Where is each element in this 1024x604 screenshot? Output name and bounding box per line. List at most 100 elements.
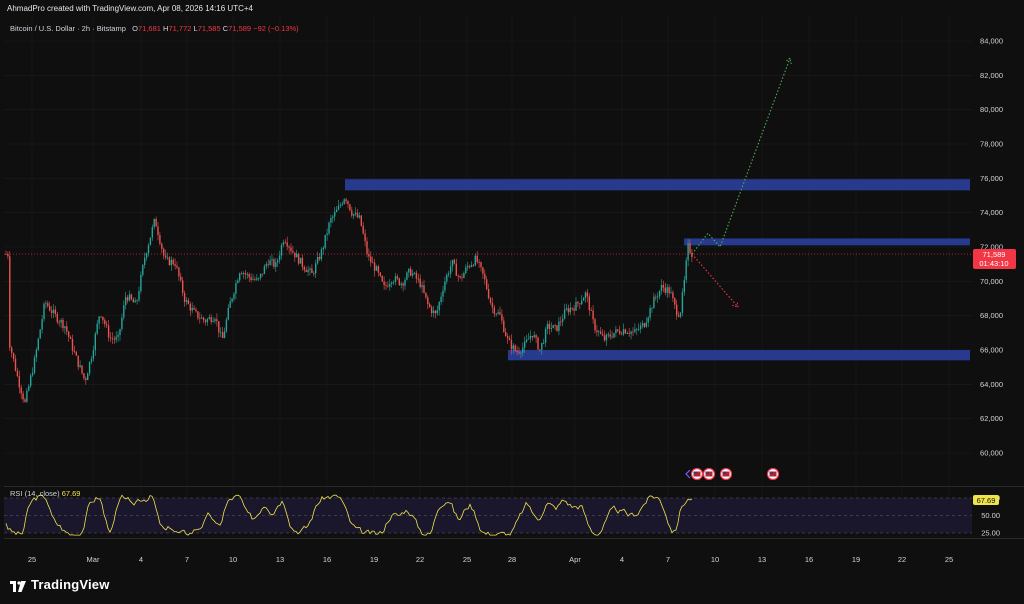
time-tick-label: 7 — [185, 555, 189, 564]
price-tick-label: 68,000 — [980, 311, 1003, 320]
symbol-legend[interactable]: Bitcoin / U.S. Dollar · 2h · Bitstamp O7… — [10, 24, 299, 33]
rsi-label[interactable]: RSI (14, close) — [10, 489, 60, 498]
candle-body — [239, 273, 241, 281]
candle-body — [176, 265, 178, 268]
rsi-tick-label: 50.00 — [981, 511, 1000, 520]
candle-body — [482, 267, 484, 274]
candle-body — [691, 253, 693, 258]
candle-body — [636, 329, 638, 330]
rsi-line — [5, 494, 693, 536]
time-tick-label: 25 — [463, 555, 471, 564]
flag-us-icon[interactable] — [766, 467, 780, 481]
candle-body — [221, 332, 224, 338]
time-axis[interactable]: 25 Mar 4 7 10 13 16 19 22 25 28 Apr 4 7 10 13 16 19 22 25 — [28, 555, 953, 564]
price-tick-label: 66,000 — [980, 346, 1003, 355]
candle-body — [128, 294, 131, 301]
candle-body — [288, 246, 290, 248]
candle-body — [111, 338, 114, 339]
price-axis[interactable]: 84,000 82,000 80,000 78,000 76,000 74,000 72,0… — [980, 37, 1003, 538]
candle-body — [394, 276, 397, 282]
projection-lines — [691, 57, 792, 308]
candle-body — [455, 263, 457, 276]
candle-body — [590, 310, 592, 311]
candle-body — [567, 308, 570, 313]
candle-body — [54, 309, 57, 314]
candle-body — [624, 329, 627, 334]
candle-body — [26, 390, 28, 402]
candle-body — [231, 298, 233, 302]
candle-body — [102, 316, 104, 321]
candle-body — [149, 237, 152, 246]
candle-body — [130, 294, 133, 300]
candle-body — [641, 323, 644, 326]
candle-body — [229, 301, 231, 308]
candle-body — [210, 317, 212, 322]
candle-body — [381, 275, 383, 282]
candle-body — [560, 321, 562, 323]
candle-body — [11, 347, 13, 353]
candle-body — [35, 349, 38, 358]
candle-body — [174, 264, 176, 266]
candle-body — [533, 335, 535, 338]
candle-body — [660, 284, 663, 291]
candle-body — [486, 279, 488, 290]
candle-body — [565, 308, 568, 310]
candle-body — [537, 337, 539, 350]
candle-body — [451, 259, 454, 267]
candle-body — [427, 297, 429, 305]
candle-body — [261, 273, 264, 275]
time-tick-label: 19 — [370, 555, 378, 564]
candle-body — [609, 334, 611, 337]
candle-body — [430, 306, 433, 314]
candle-body — [527, 338, 530, 340]
candle-body — [544, 329, 547, 343]
candle-body — [581, 300, 583, 305]
candle-body — [98, 316, 100, 324]
candle-body — [531, 335, 533, 338]
time-tick-label: 22 — [898, 555, 906, 564]
candle-body — [676, 304, 678, 316]
rsi-series — [4, 494, 972, 536]
candle-body — [115, 336, 117, 340]
candle-body — [212, 320, 214, 322]
candle-body — [75, 352, 77, 356]
candle-body — [28, 385, 30, 391]
candle-body — [185, 300, 188, 302]
economic-events[interactable] — [685, 467, 780, 481]
candle-body — [47, 303, 49, 307]
candle-body — [584, 292, 587, 298]
candle-body — [284, 242, 286, 244]
candle-body — [294, 252, 296, 258]
flag-us-icon[interactable] — [719, 467, 733, 481]
candle-body — [651, 308, 653, 309]
open-value: 71,681 — [138, 24, 161, 33]
low-value: 71,585 — [197, 24, 221, 33]
candle-body — [468, 266, 471, 267]
candle-body — [216, 319, 218, 322]
flag-us-icon[interactable] — [702, 467, 716, 481]
candle-body — [362, 225, 364, 234]
candle-body — [626, 333, 628, 334]
footer-brand[interactable]: TradingView — [10, 577, 110, 592]
candle-body — [444, 281, 446, 291]
candle-body — [607, 334, 609, 336]
candle-body — [113, 338, 115, 340]
candle-body — [39, 329, 41, 339]
candle-body — [375, 266, 378, 271]
candle-body — [214, 319, 216, 321]
candle-body — [478, 262, 480, 263]
candle-body — [620, 333, 623, 335]
candle-body — [370, 256, 372, 263]
candle-body — [79, 365, 81, 367]
candle-body — [41, 319, 43, 330]
candle-body — [73, 350, 76, 353]
flag-us-icon[interactable] — [690, 467, 704, 481]
candle-body — [328, 222, 330, 234]
rsi-legend[interactable]: RSI (14, close) 67.69 — [10, 489, 80, 498]
candle-body — [689, 243, 691, 254]
candle-body — [66, 326, 68, 332]
candle-body — [525, 339, 528, 342]
candle-body — [339, 204, 342, 206]
symbol-title[interactable]: Bitcoin / U.S. Dollar · 2h · Bitstamp — [10, 24, 126, 33]
